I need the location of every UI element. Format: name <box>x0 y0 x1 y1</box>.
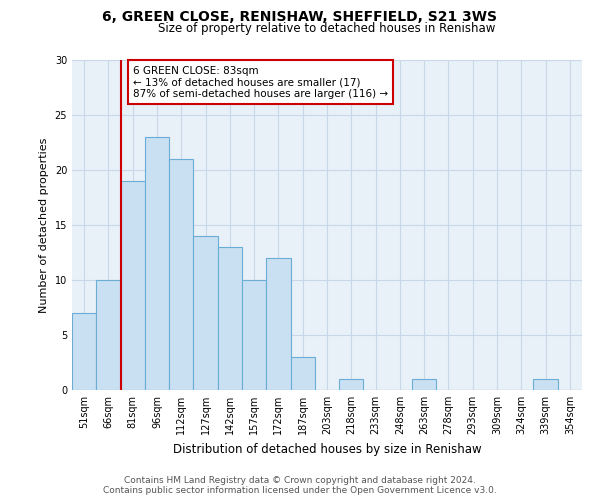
Bar <box>412 379 436 390</box>
Bar <box>533 379 558 390</box>
Bar <box>266 258 290 390</box>
Text: 6 GREEN CLOSE: 83sqm
← 13% of detached houses are smaller (17)
87% of semi-detac: 6 GREEN CLOSE: 83sqm ← 13% of detached h… <box>133 66 388 98</box>
Bar <box>121 181 145 390</box>
Bar <box>169 159 193 390</box>
Bar <box>242 280 266 390</box>
Text: 6, GREEN CLOSE, RENISHAW, SHEFFIELD, S21 3WS: 6, GREEN CLOSE, RENISHAW, SHEFFIELD, S21… <box>103 10 497 24</box>
Bar <box>96 280 121 390</box>
Bar <box>339 379 364 390</box>
Bar <box>218 247 242 390</box>
Text: Contains HM Land Registry data © Crown copyright and database right 2024.
Contai: Contains HM Land Registry data © Crown c… <box>103 476 497 495</box>
Bar <box>72 313 96 390</box>
X-axis label: Distribution of detached houses by size in Renishaw: Distribution of detached houses by size … <box>173 442 481 456</box>
Bar <box>290 357 315 390</box>
Bar <box>193 236 218 390</box>
Bar <box>145 137 169 390</box>
Y-axis label: Number of detached properties: Number of detached properties <box>39 138 49 312</box>
Title: Size of property relative to detached houses in Renishaw: Size of property relative to detached ho… <box>158 22 496 35</box>
